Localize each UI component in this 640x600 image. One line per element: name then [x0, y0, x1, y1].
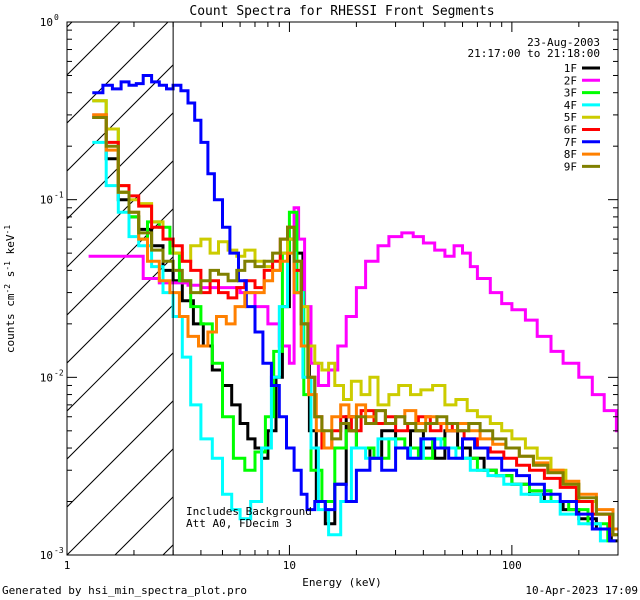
x-tick-label: 1 — [64, 559, 71, 572]
y-axis-label-s: s — [4, 271, 17, 284]
y-tick-label: 10 — [40, 371, 53, 384]
hatch-line — [67, 22, 169, 124]
hatch-line — [67, 352, 174, 460]
hatch-line — [67, 256, 174, 364]
y-tick-label: 10 — [40, 549, 53, 562]
plot-frame — [66, 21, 619, 556]
hatch-line — [67, 448, 174, 555]
hatch-line — [67, 208, 174, 316]
y-axis-label: counts cm-2 s-1 keV-1 — [3, 225, 17, 353]
info-time-range: 21:17:00 to 21:18:00 — [468, 47, 600, 60]
y-tick-exponent: -3 — [54, 546, 64, 555]
info-date: 23-Aug-2003 — [527, 36, 600, 49]
annotation-background: Includes Background — [186, 505, 312, 518]
series-5f — [92, 99, 618, 537]
legend-label-8f: 8F — [564, 148, 577, 161]
y-axis-label-kev: keV — [4, 234, 17, 261]
chart-title: Count Spectra for RHESSI Front Segments — [189, 4, 494, 19]
hatch-line — [67, 400, 174, 508]
series-layer — [88, 74, 618, 543]
x-tick-label: 100 — [502, 559, 522, 572]
y-axis-label-exp2: -1 — [3, 261, 12, 271]
legend-label-1f: 1F — [564, 62, 577, 75]
footer-generated-by: Generated by hsi_min_spectra_plot.pro — [2, 584, 248, 597]
hatched-region — [67, 22, 640, 555]
y-tick-label: 10 — [40, 194, 53, 207]
y-axis-label-counts: counts cm — [4, 293, 17, 353]
legend-label-5f: 5F — [564, 111, 577, 124]
y-tick-label: 10 — [40, 16, 53, 29]
footer-date: 10-Apr-2023 17:09 — [525, 584, 638, 597]
y-tick-exponent: -2 — [54, 368, 64, 377]
annotation-attenuator: Att A0, FDecim 3 — [186, 517, 292, 530]
x-tick-label: 10 — [283, 559, 296, 572]
y-axis-label-exp1: -2 — [3, 284, 12, 294]
x-axis-label: Energy (keV) — [302, 576, 381, 589]
hatch-line — [547, 22, 640, 555]
legend-label-4f: 4F — [564, 99, 577, 112]
legend-label-2f: 2F — [564, 74, 577, 87]
series-7f — [92, 74, 616, 543]
y-tick-exponent: -1 — [54, 191, 64, 200]
series-8f — [92, 113, 618, 531]
legend-label-9f: 9F — [564, 160, 577, 173]
legend-label-3f: 3F — [564, 87, 577, 100]
y-tick-exponent: 0 — [54, 13, 59, 22]
series-9f — [92, 116, 618, 537]
hatch-line — [67, 64, 174, 172]
legend-label-7f: 7F — [564, 136, 577, 149]
y-axis-label-exp3: -1 — [3, 225, 12, 235]
legend-label-6f: 6F — [564, 124, 577, 137]
